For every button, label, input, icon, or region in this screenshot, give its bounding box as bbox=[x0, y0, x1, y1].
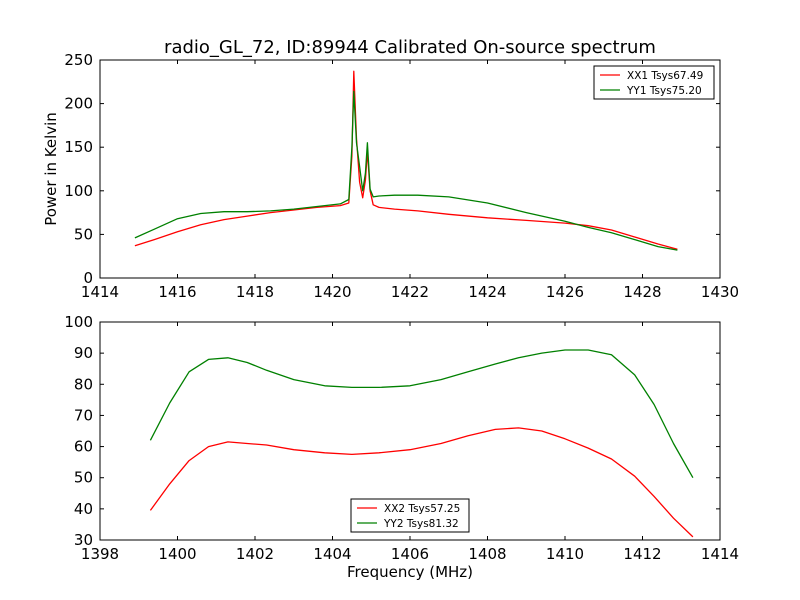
y-tick-label: 150 bbox=[64, 138, 93, 156]
x-tick-label: 1414 bbox=[81, 283, 119, 301]
x-tick-label: 1426 bbox=[546, 283, 584, 301]
x-tick-label: 1416 bbox=[158, 283, 196, 301]
x-tick-label: 1424 bbox=[468, 283, 506, 301]
legend: XX1 Tsys67.49 YY1 Tsys75.20 bbox=[593, 65, 715, 100]
legend: XX2 Tsys57.25 YY2 Tsys81.32 bbox=[350, 498, 470, 533]
x-axis-label: Frequency (MHz) bbox=[347, 563, 473, 581]
series-line-2 bbox=[134, 90, 678, 251]
legend-entry-label: XX1 Tsys67.49 bbox=[627, 70, 703, 82]
x-tick-label: 1418 bbox=[236, 283, 274, 301]
bottom-spectrum-panel: 1398 1400 1402 1404 1406 1408 1410 1412 1414 30 40… bbox=[64, 313, 739, 563]
y-tick-label: 0 bbox=[83, 269, 93, 287]
y-tick-label: 40 bbox=[74, 500, 93, 518]
y-tick-label: 100 bbox=[64, 182, 93, 200]
y-tick-label: 80 bbox=[74, 375, 93, 393]
x-tick-label: 1404 bbox=[313, 545, 351, 563]
x-tick-label: 1410 bbox=[546, 545, 584, 563]
series-line-2 bbox=[149, 349, 694, 479]
x-tick-label: 1402 bbox=[236, 545, 274, 563]
series-line-1 bbox=[134, 70, 678, 250]
y-tick-label: 90 bbox=[74, 344, 93, 362]
y-tick-label: 100 bbox=[64, 313, 93, 331]
x-tick-label: 1398 bbox=[81, 545, 119, 563]
x-tick-label: 1412 bbox=[623, 545, 661, 563]
x-tick-label: 1414 bbox=[701, 545, 739, 563]
x-tick-label: 1400 bbox=[158, 545, 196, 563]
top-spectrum-panel: 1414 1416 1418 1420 1422 1424 1426 1428 1430 0 50 1… bbox=[42, 51, 739, 301]
y-tick-label: 60 bbox=[74, 438, 93, 456]
x-tick-label: 1430 bbox=[701, 283, 739, 301]
x-tick-label: 1408 bbox=[468, 545, 506, 563]
x-tick-label: 1406 bbox=[391, 545, 429, 563]
y-tick-label: 70 bbox=[74, 406, 93, 424]
y-tick-label: 250 bbox=[64, 51, 93, 69]
y-tick-label: 50 bbox=[74, 225, 93, 243]
y-tick-label: 200 bbox=[64, 95, 93, 113]
y-tick-label: 30 bbox=[74, 531, 93, 549]
x-tick-label: 1428 bbox=[623, 283, 661, 301]
legend-box bbox=[350, 498, 470, 533]
legend-entry-label: XX2 Tsys57.25 bbox=[384, 503, 460, 515]
series-line-1 bbox=[149, 427, 694, 538]
x-tick-label: 1422 bbox=[391, 283, 429, 301]
legend-entry-label: YY2 Tsys81.32 bbox=[383, 518, 459, 530]
x-tick-label: 1420 bbox=[313, 283, 351, 301]
legend-entry-label: YY1 Tsys75.20 bbox=[626, 85, 702, 97]
legend-box bbox=[593, 65, 715, 100]
y-tick-label: 50 bbox=[74, 469, 93, 487]
figure-title: radio_GL_72, ID:89944 Calibrated On-sour… bbox=[164, 37, 656, 58]
y-axis-label: Power in Kelvin bbox=[42, 112, 60, 226]
